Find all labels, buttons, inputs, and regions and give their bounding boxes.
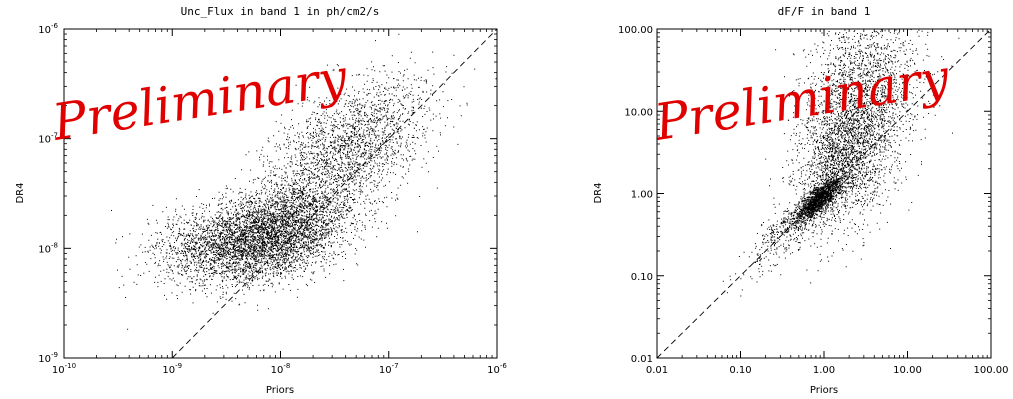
dff-ticks: 0.01 0.10 1.00 10.00 100.00 0.01 0.10 1.00 10.00… xyxy=(618,25,1009,376)
x-tick-label: 10-6 xyxy=(487,362,507,376)
x-tick-label: 10.00 xyxy=(893,365,922,376)
dff-ylabel: DR4 xyxy=(593,182,604,203)
x-tick-label: 10-7 xyxy=(379,362,399,376)
unc-flux-ylabel: DR4 xyxy=(15,182,26,203)
dff-title: dF/F in band 1 xyxy=(778,5,871,18)
y-tick-label: 10-8 xyxy=(38,241,58,255)
y-tick-label: 100.00 xyxy=(618,25,653,36)
x-tick-label: 10-8 xyxy=(271,362,291,376)
x-tick-label: 10-9 xyxy=(162,362,182,376)
unc-flux-xlabel: Priors xyxy=(266,385,294,396)
y-tick-label: 0.01 xyxy=(631,354,653,365)
x-tick-label: 100.00 xyxy=(974,365,1009,376)
y-tick-label: 10.00 xyxy=(624,107,653,118)
x-tick-label: 10-10 xyxy=(52,362,76,376)
y-tick-label: 1.00 xyxy=(631,190,653,201)
y-tick-label: 10-7 xyxy=(38,132,58,146)
preliminary-watermark-left: Preliminary xyxy=(48,48,352,152)
y-tick-label: 0.10 xyxy=(631,272,653,283)
y-tick-label: 10-6 xyxy=(38,22,58,36)
x-tick-label: 1.00 xyxy=(813,365,835,376)
unc-flux-ticks: 10-10 10-9 10-8 10-7 10-610-910-810-710-6 xyxy=(38,22,507,376)
dff-chart: dF/F in band 1 0.01 0.10 1.00 10.00 100.000.… xyxy=(593,5,1009,396)
dff-xlabel: Priors xyxy=(810,385,838,396)
x-tick-label: 0.01 xyxy=(646,365,668,376)
preliminary-watermark-right: Preliminary xyxy=(650,48,954,152)
unc-flux-title: Unc_Flux in band 1 in ph/cm2/s xyxy=(181,5,380,18)
unc-flux-chart: Unc_Flux in band 1 in ph/cm2/s 10-10 10-9… xyxy=(15,5,507,396)
x-tick-label: 0.10 xyxy=(729,365,751,376)
y-tick-label: 10-9 xyxy=(38,351,58,365)
